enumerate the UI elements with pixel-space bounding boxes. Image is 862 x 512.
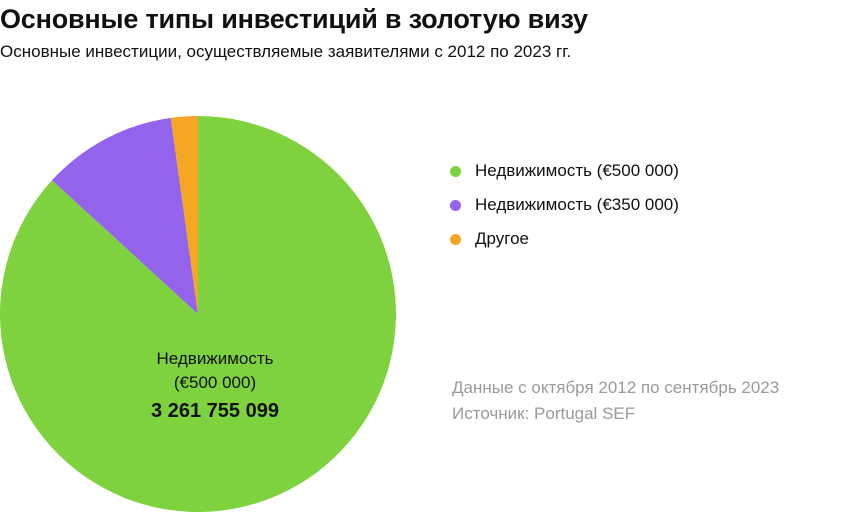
chart-title: Основные типы инвестиций в золотую визу <box>0 4 588 34</box>
legend-item-real-estate-500k: Недвижимость (€500 000) <box>450 154 679 188</box>
chart-notes: Данные с октября 2012 по сентябрь 2023 И… <box>452 375 779 427</box>
slice-label-value: 3 261 755 099 <box>151 400 279 422</box>
slice-label-name-line: Недвижимость <box>157 349 274 368</box>
chart-subtitle: Основные инвестиции, осуществляемые заяв… <box>0 42 572 61</box>
legend-dot-icon <box>450 199 461 211</box>
legend-item-other: Другое <box>450 222 679 256</box>
legend-label: Недвижимость (€500 000) <box>475 161 679 180</box>
data-period-note: Данные с октября 2012 по сентябрь 2023 <box>452 378 780 397</box>
pie-slice-other <box>170 116 198 314</box>
legend-label: Другое <box>475 229 530 248</box>
pie-slice-real-estate-350k <box>51 117 198 314</box>
source-note: Источник: Portugal SEF <box>452 404 636 423</box>
legend: Недвижимость (€500 000) Недвижимость (€3… <box>450 154 679 256</box>
pie-slice-real-estate-500k <box>0 116 396 512</box>
slice-label-name-line: (€500 000) <box>174 373 256 392</box>
legend-item-real-estate-350k: Недвижимость (€350 000) <box>450 188 679 222</box>
legend-label: Недвижимость (€350 000) <box>475 195 679 214</box>
legend-dot-icon <box>450 165 461 177</box>
legend-dot-icon <box>450 233 461 245</box>
